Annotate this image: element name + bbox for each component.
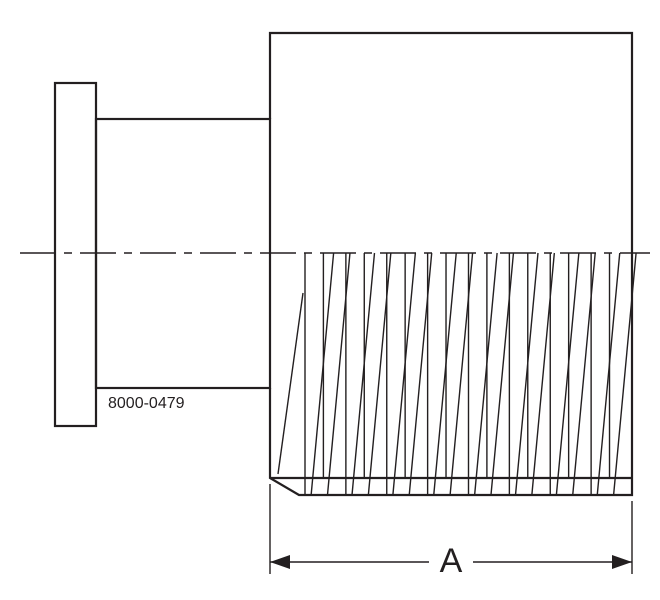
dimension-a-label: A (440, 542, 463, 580)
dim-arrow-left (270, 555, 290, 569)
part-number-label: 8000-0479 (108, 395, 185, 412)
dim-arrow-right (612, 555, 632, 569)
